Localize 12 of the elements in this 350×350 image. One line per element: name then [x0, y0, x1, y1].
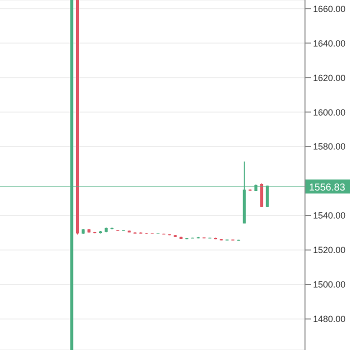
candlestick [266, 185, 269, 208]
y-tick-label: 1540.00 [313, 210, 346, 221]
candlestick [260, 182, 264, 208]
y-tick-label: 1520.00 [313, 245, 346, 256]
y-tick-label: 1600.00 [313, 107, 346, 118]
y-tick-label: 1480.00 [313, 314, 346, 324]
ref-line-label: 1556.83 [309, 182, 346, 194]
y-tick-label: 1660.00 [313, 4, 346, 14]
y-tick-label: 1640.00 [313, 38, 346, 48]
y-tick-label: 1500.00 [313, 280, 346, 290]
y-tick-label: 1580.00 [313, 142, 346, 152]
y-tick-label: 1620.00 [313, 72, 346, 83]
